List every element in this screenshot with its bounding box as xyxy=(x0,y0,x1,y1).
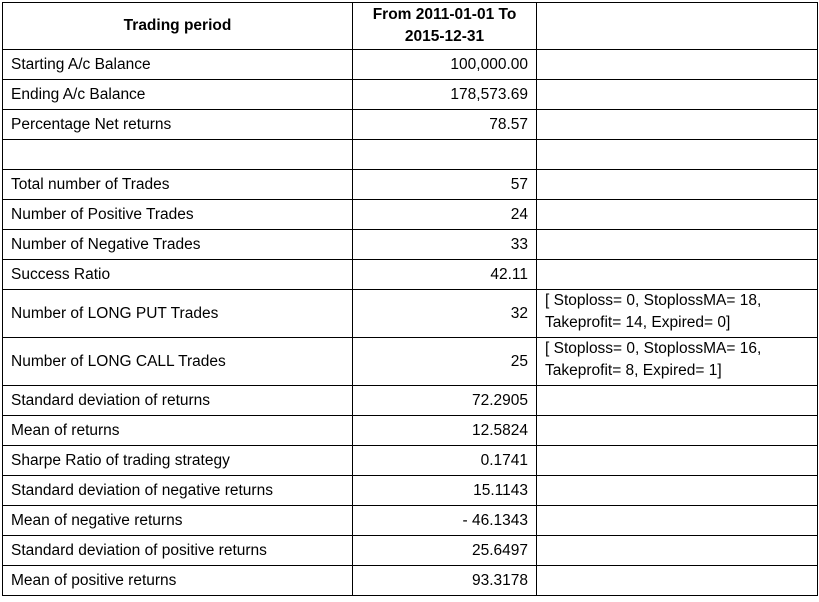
row-label: Starting A/c Balance xyxy=(2,49,353,80)
row-label: Standard deviation of returns xyxy=(2,385,353,416)
table-row: Mean of negative returns - 46.1343 xyxy=(2,505,818,536)
row-value: 24 xyxy=(352,199,537,230)
row-label: Mean of positive returns xyxy=(2,565,353,596)
row-label: Ending A/c Balance xyxy=(2,79,353,110)
row-note xyxy=(536,385,818,416)
row-note: [ Stoploss= 0, StoplossMA= 18, Takeprofi… xyxy=(536,289,818,338)
row-note xyxy=(536,229,818,260)
table-row: Standard deviation of positive returns 2… xyxy=(2,535,818,566)
table-row: Ending A/c Balance 178,573.69 xyxy=(2,79,818,110)
row-label: Number of LONG CALL Trades xyxy=(2,337,353,386)
row-note xyxy=(536,565,818,596)
row-value: - 46.1343 xyxy=(352,505,537,536)
row-note xyxy=(536,505,818,536)
row-value: 25.6497 xyxy=(352,535,537,566)
row-label: Sharpe Ratio of trading strategy xyxy=(2,445,353,476)
row-label xyxy=(2,139,353,170)
notes-header xyxy=(536,2,818,50)
table-row: Percentage Net returns 78.57 xyxy=(2,109,818,140)
row-value: 93.3178 xyxy=(352,565,537,596)
row-label: Percentage Net returns xyxy=(2,109,353,140)
table-row: Standard deviation of negative returns 1… xyxy=(2,475,818,506)
row-note xyxy=(536,139,818,170)
row-label: Mean of returns xyxy=(2,415,353,446)
table-row: Number of LONG PUT Trades 32 [ Stoploss=… xyxy=(2,289,818,338)
note-line-2: Takeprofit= 14, Expired= 0] xyxy=(545,314,731,331)
row-note: [ Stoploss= 0, StoplossMA= 16, Takeprofi… xyxy=(536,337,818,386)
row-note xyxy=(536,535,818,566)
row-label: Mean of negative returns xyxy=(2,505,353,536)
row-value: 32 xyxy=(352,289,537,338)
row-value: 100,000.00 xyxy=(352,49,537,80)
row-note xyxy=(536,475,818,506)
table-row: Success Ratio 42.11 xyxy=(2,259,818,290)
table-row: Total number of Trades 57 xyxy=(2,169,818,200)
trading-period-header: Trading period xyxy=(2,2,353,50)
row-label: Success Ratio xyxy=(2,259,353,290)
row-note xyxy=(536,79,818,110)
row-label: Number of Negative Trades xyxy=(2,229,353,260)
table-row-empty xyxy=(2,139,818,170)
table-row: Standard deviation of returns 72.2905 xyxy=(2,385,818,416)
row-value: 15.1143 xyxy=(352,475,537,506)
row-note xyxy=(536,109,818,140)
row-note xyxy=(536,169,818,200)
period-line-1: From 2011-01-01 To xyxy=(372,6,517,23)
table-row: Number of Positive Trades 24 xyxy=(2,199,818,230)
table-row: Mean of positive returns 93.3178 xyxy=(2,565,818,596)
row-note xyxy=(536,415,818,446)
table-row: Starting A/c Balance 100,000.00 xyxy=(2,49,818,80)
table-row: Number of Negative Trades 33 xyxy=(2,229,818,260)
note-line-1: [ Stoploss= 0, StoplossMA= 18, xyxy=(545,292,762,309)
table-header-row: Trading period From 2011-01-01 To 2015-1… xyxy=(2,2,818,50)
row-label: Number of LONG PUT Trades xyxy=(2,289,353,338)
period-line-2: 2015-12-31 xyxy=(404,28,485,45)
row-value: 72.2905 xyxy=(352,385,537,416)
row-label: Standard deviation of positive returns xyxy=(2,535,353,566)
row-value: 78.57 xyxy=(352,109,537,140)
row-value: 0.1741 xyxy=(352,445,537,476)
table-row: Mean of returns 12.5824 xyxy=(2,415,818,446)
table-row: Sharpe Ratio of trading strategy 0.1741 xyxy=(2,445,818,476)
row-note xyxy=(536,49,818,80)
row-value: 178,573.69 xyxy=(352,79,537,110)
period-range-header: From 2011-01-01 To 2015-12-31 xyxy=(352,2,537,50)
row-note xyxy=(536,445,818,476)
row-value: 25 xyxy=(352,337,537,386)
row-label: Number of Positive Trades xyxy=(2,199,353,230)
row-value xyxy=(352,139,537,170)
row-label: Total number of Trades xyxy=(2,169,353,200)
row-note xyxy=(536,259,818,290)
row-value: 42.11 xyxy=(352,259,537,290)
note-line-1: [ Stoploss= 0, StoplossMA= 16, xyxy=(545,340,762,357)
row-note xyxy=(536,199,818,230)
row-value: 33 xyxy=(352,229,537,260)
row-label: Standard deviation of negative returns xyxy=(2,475,353,506)
table-row: Number of LONG CALL Trades 25 [ Stoploss… xyxy=(2,337,818,386)
row-value: 12.5824 xyxy=(352,415,537,446)
note-line-2: Takeprofit= 8, Expired= 1] xyxy=(545,362,722,379)
row-value: 57 xyxy=(352,169,537,200)
